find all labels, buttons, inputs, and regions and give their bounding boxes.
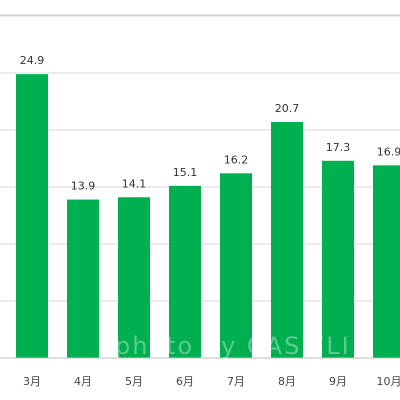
data-label: 13.9 xyxy=(71,180,96,193)
x-tick-label: 9月 xyxy=(329,375,347,388)
bar-4 xyxy=(169,185,201,358)
bars xyxy=(16,74,400,359)
bar-3 xyxy=(118,197,150,358)
x-tick-label: 3月 xyxy=(23,375,41,388)
x-tick-label: 8月 xyxy=(278,375,296,388)
data-label: 20.7 xyxy=(275,102,300,115)
x-tick-label: 6月 xyxy=(176,375,194,388)
bar-7 xyxy=(322,160,354,358)
data-label: 16.2 xyxy=(224,153,249,166)
bar-8 xyxy=(373,165,400,358)
x-tick-label: 5月 xyxy=(125,375,143,388)
data-label: 16.9 xyxy=(377,145,400,158)
bar-5 xyxy=(220,173,252,358)
data-label: 17.3 xyxy=(326,141,351,154)
x-tick-label: 7月 xyxy=(227,375,245,388)
bar-2 xyxy=(67,199,99,358)
watermark-text: photo by CASIFLI xyxy=(115,332,351,360)
data-label: 15.1 xyxy=(173,166,198,179)
x-tick-label: 10月 xyxy=(377,375,400,388)
x-tick-label: 4月 xyxy=(74,375,92,388)
bar-1 xyxy=(16,74,48,358)
data-label: 14.1 xyxy=(122,177,147,190)
bar-6 xyxy=(271,122,303,359)
data-labels: 24.9 13.9 14.1 15.1 16.2 20.7 17.3 16.9 xyxy=(20,54,400,192)
data-label: 24.9 xyxy=(20,54,45,67)
x-tick-labels: 3月 4月 5月 6月 7月 8月 9月 10月 xyxy=(23,375,400,388)
